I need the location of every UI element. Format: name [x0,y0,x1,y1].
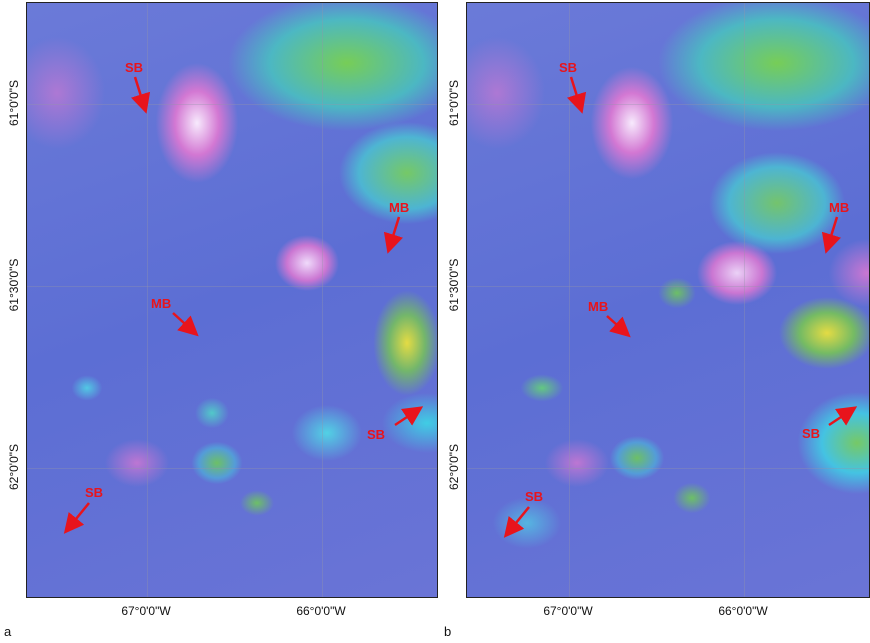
lat-label-62: 62°0'0"S [7,443,21,491]
gridline-lat-61 [467,104,869,105]
arrow-sb-right [828,406,858,427]
bathymetry-map-a: SB MB MB SB SB [26,2,438,598]
lat-label-61-30: 61°30'0"S [7,258,21,312]
arrow-mb-center [606,315,631,338]
arrow-mb-right [383,216,404,254]
bathymetry-map-b: SB MB MB SB SB [466,2,870,598]
gridline-lat-62 [467,468,869,469]
arrow-sb-bottom [63,502,90,534]
annotation-sb-bottom: SB [85,485,104,500]
panel-label-b: b [444,624,452,639]
annotation-mb-right: MB [829,200,850,215]
annotation-sb-right: SB [802,426,821,441]
gridline-lat-61 [27,104,437,105]
panel-label-a: a [4,624,12,639]
relief-background-a [27,3,437,597]
annotation-mb-center: MB [151,296,172,311]
annotation-mb-right: MB [389,200,410,215]
annotation-arrows-a [63,76,424,534]
gridline-lat-61-30 [27,286,437,287]
arrow-sb-top [130,76,151,114]
lon-label-67: 67°0'0"W [543,604,593,618]
gridline-lon-67 [569,3,570,597]
gridline-lon-66 [322,3,323,597]
gridline-lon-66 [744,3,745,597]
lat-label-61: 61°0'0"S [447,79,461,127]
arrow-sb-bottom [503,506,530,538]
arrow-mb-right [821,216,842,254]
annotation-sb-top: SB [559,60,578,75]
arrow-mb-center [172,312,199,337]
map-panel-b: SB MB MB SB SB 61°0'0"S 61°30'0"S 62°0'0… [440,0,870,643]
annotation-sb-right: SB [367,427,386,442]
lon-label-66: 66°0'0"W [718,604,768,618]
gridline-lon-67 [147,3,148,597]
relief-background-b [467,3,869,597]
lat-label-61-30: 61°30'0"S [447,258,461,312]
lat-label-62: 62°0'0"S [447,443,461,491]
lat-label-61: 61°0'0"S [7,79,21,127]
arrow-sb-top [566,76,587,114]
annotation-sb-bottom: SB [525,489,544,504]
arrow-sb-right [394,406,424,427]
annotation-mb-center: MB [588,299,609,314]
gridline-lat-61-30 [467,286,869,287]
map-panel-a: SB MB MB SB SB 61°0'0"S 61°30'0"S 62°0'0… [0,0,438,643]
annotation-sb-top: SB [125,60,144,75]
lon-label-67: 67°0'0"W [121,604,171,618]
lon-label-66: 66°0'0"W [296,604,346,618]
annotation-arrows-b [503,76,858,538]
gridline-lat-62 [27,468,437,469]
